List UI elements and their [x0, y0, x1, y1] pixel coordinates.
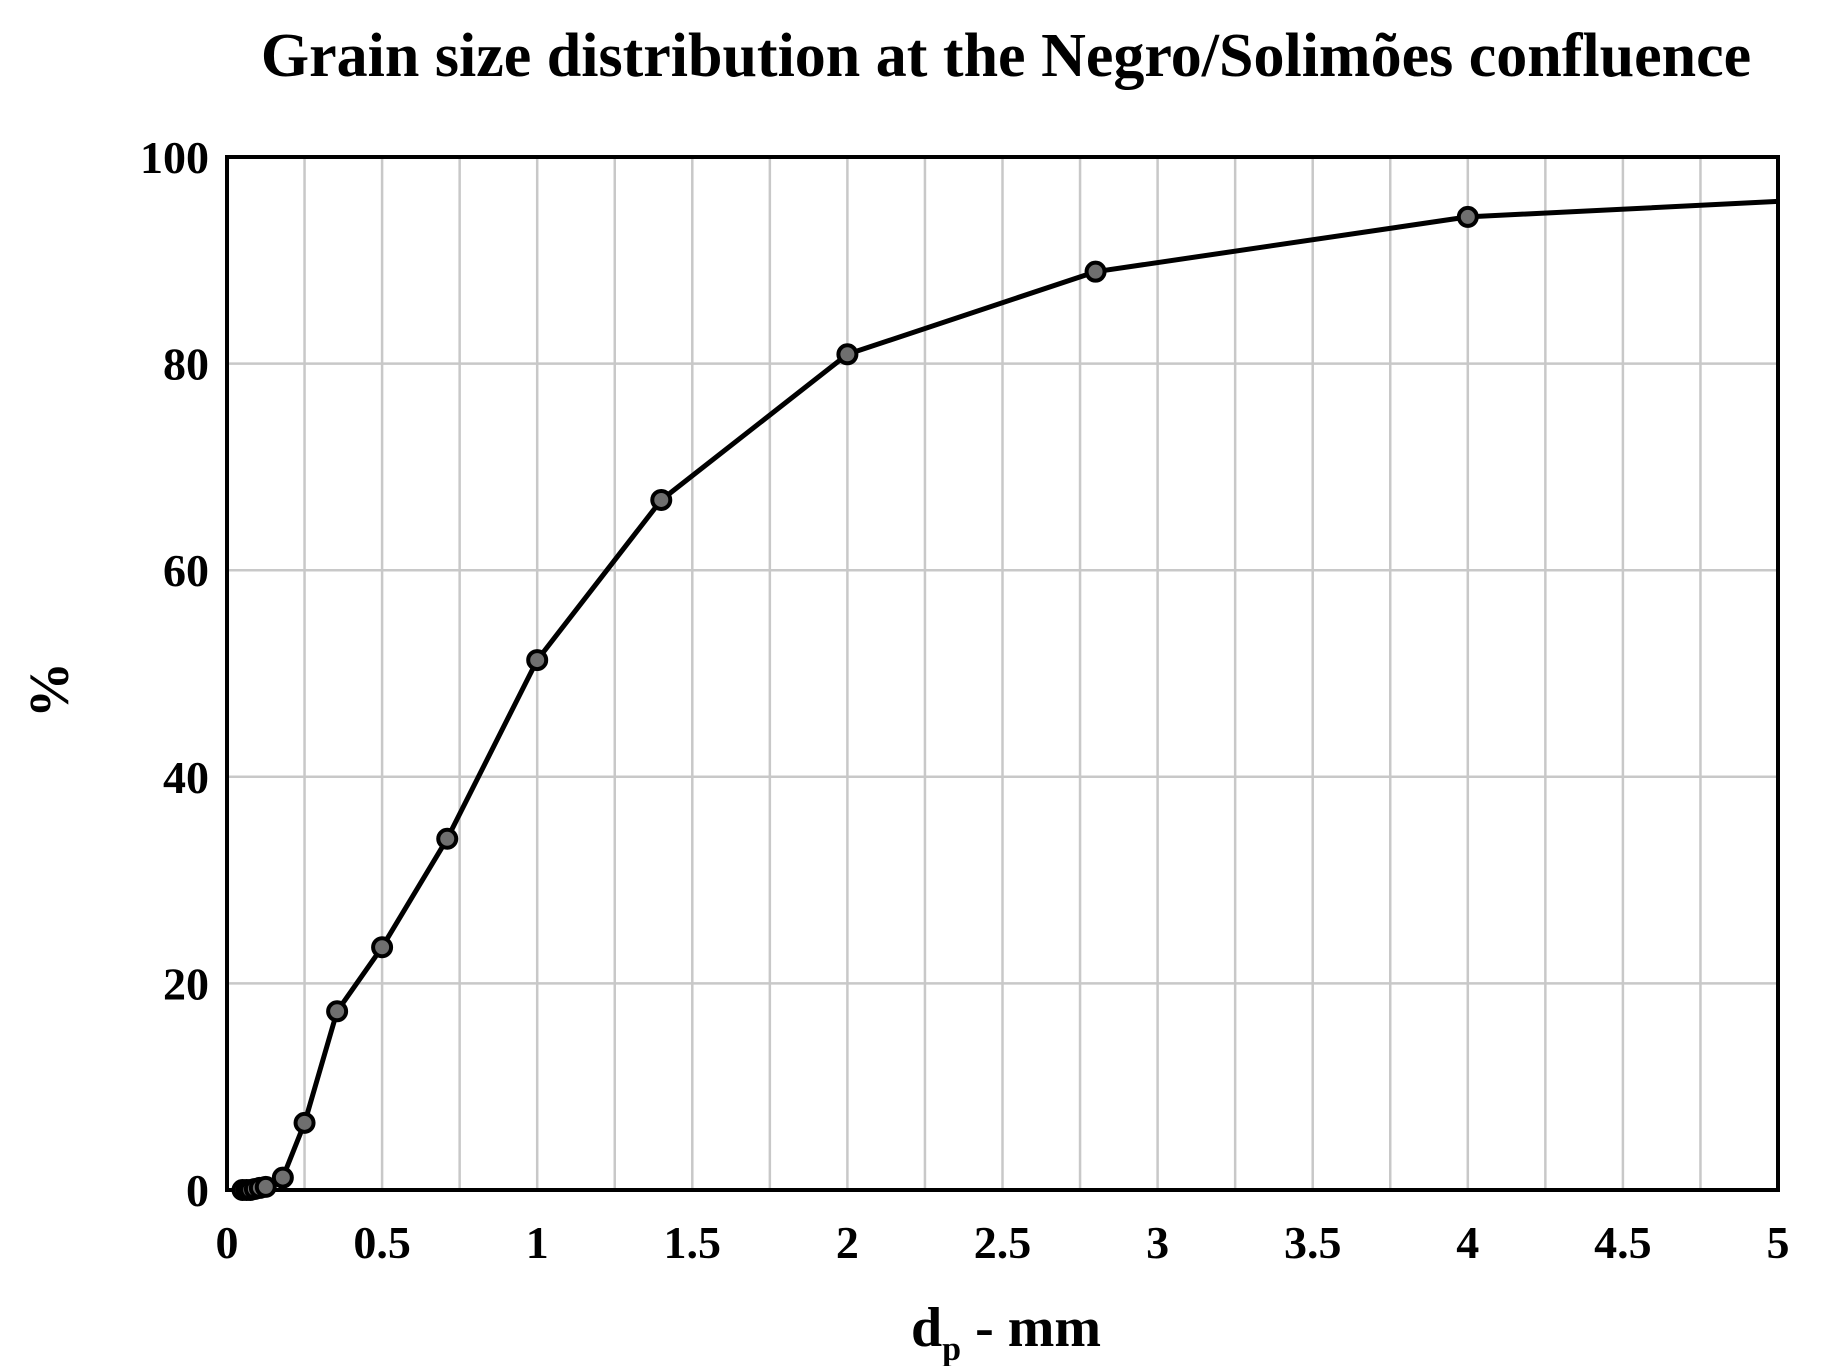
data-point [1456, 205, 1479, 228]
x-axis-title-main: d [911, 1297, 942, 1359]
series-layer [231, 198, 1779, 1201]
y-axis-ticks: 0 20 40 60 80 100 [140, 132, 209, 1216]
x-tick-label: 0 [216, 1217, 239, 1268]
x-axis-title: dp - mm [911, 1297, 1101, 1366]
x-tick-label: 2.5 [974, 1217, 1032, 1268]
x-tick-label: 2 [836, 1217, 859, 1268]
data-point [293, 1111, 316, 1134]
y-axis-title: % [19, 662, 81, 718]
data-point [326, 1000, 349, 1023]
x-tick-label: 1.5 [664, 1217, 722, 1268]
data-point [1084, 260, 1107, 283]
x-tick-label: 0.5 [353, 1217, 411, 1268]
plot-frame-layer [225, 155, 1780, 1192]
data-point [526, 649, 549, 672]
series-line [242, 198, 1779, 1193]
data-point [371, 936, 394, 959]
x-tick-label: 3.5 [1284, 1217, 1342, 1268]
chart-title: Grain size distribution at the Negro/Sol… [261, 22, 1751, 90]
x-tick-label: 4.5 [1594, 1217, 1652, 1268]
x-tick-label: 5 [1767, 1217, 1790, 1268]
data-point [836, 343, 859, 366]
y-tick-label: 0 [186, 1165, 209, 1216]
y-tick-label: 20 [163, 958, 209, 1009]
x-tick-label: 1 [526, 1217, 549, 1268]
y-tick-label: 100 [140, 132, 209, 183]
data-point [436, 827, 459, 850]
x-axis-title-subscript: p [942, 1331, 961, 1366]
y-tick-label: 40 [163, 752, 209, 803]
grid-layer [227, 157, 1778, 1190]
y-tick-label: 80 [163, 339, 209, 390]
x-tick-label: 3 [1146, 1217, 1169, 1268]
x-tick-label: 4 [1456, 1217, 1479, 1268]
y-tick-label: 60 [163, 545, 209, 596]
data-point [271, 1166, 294, 1189]
plot-area-border [225, 155, 1780, 1192]
x-axis-title-suffix: - mm [961, 1297, 1101, 1359]
data-point [254, 1175, 277, 1198]
data-point [650, 488, 673, 511]
x-axis-ticks: 0 0.5 1 1.5 2 2.5 3 3.5 4 4.5 5 [216, 1217, 1790, 1268]
